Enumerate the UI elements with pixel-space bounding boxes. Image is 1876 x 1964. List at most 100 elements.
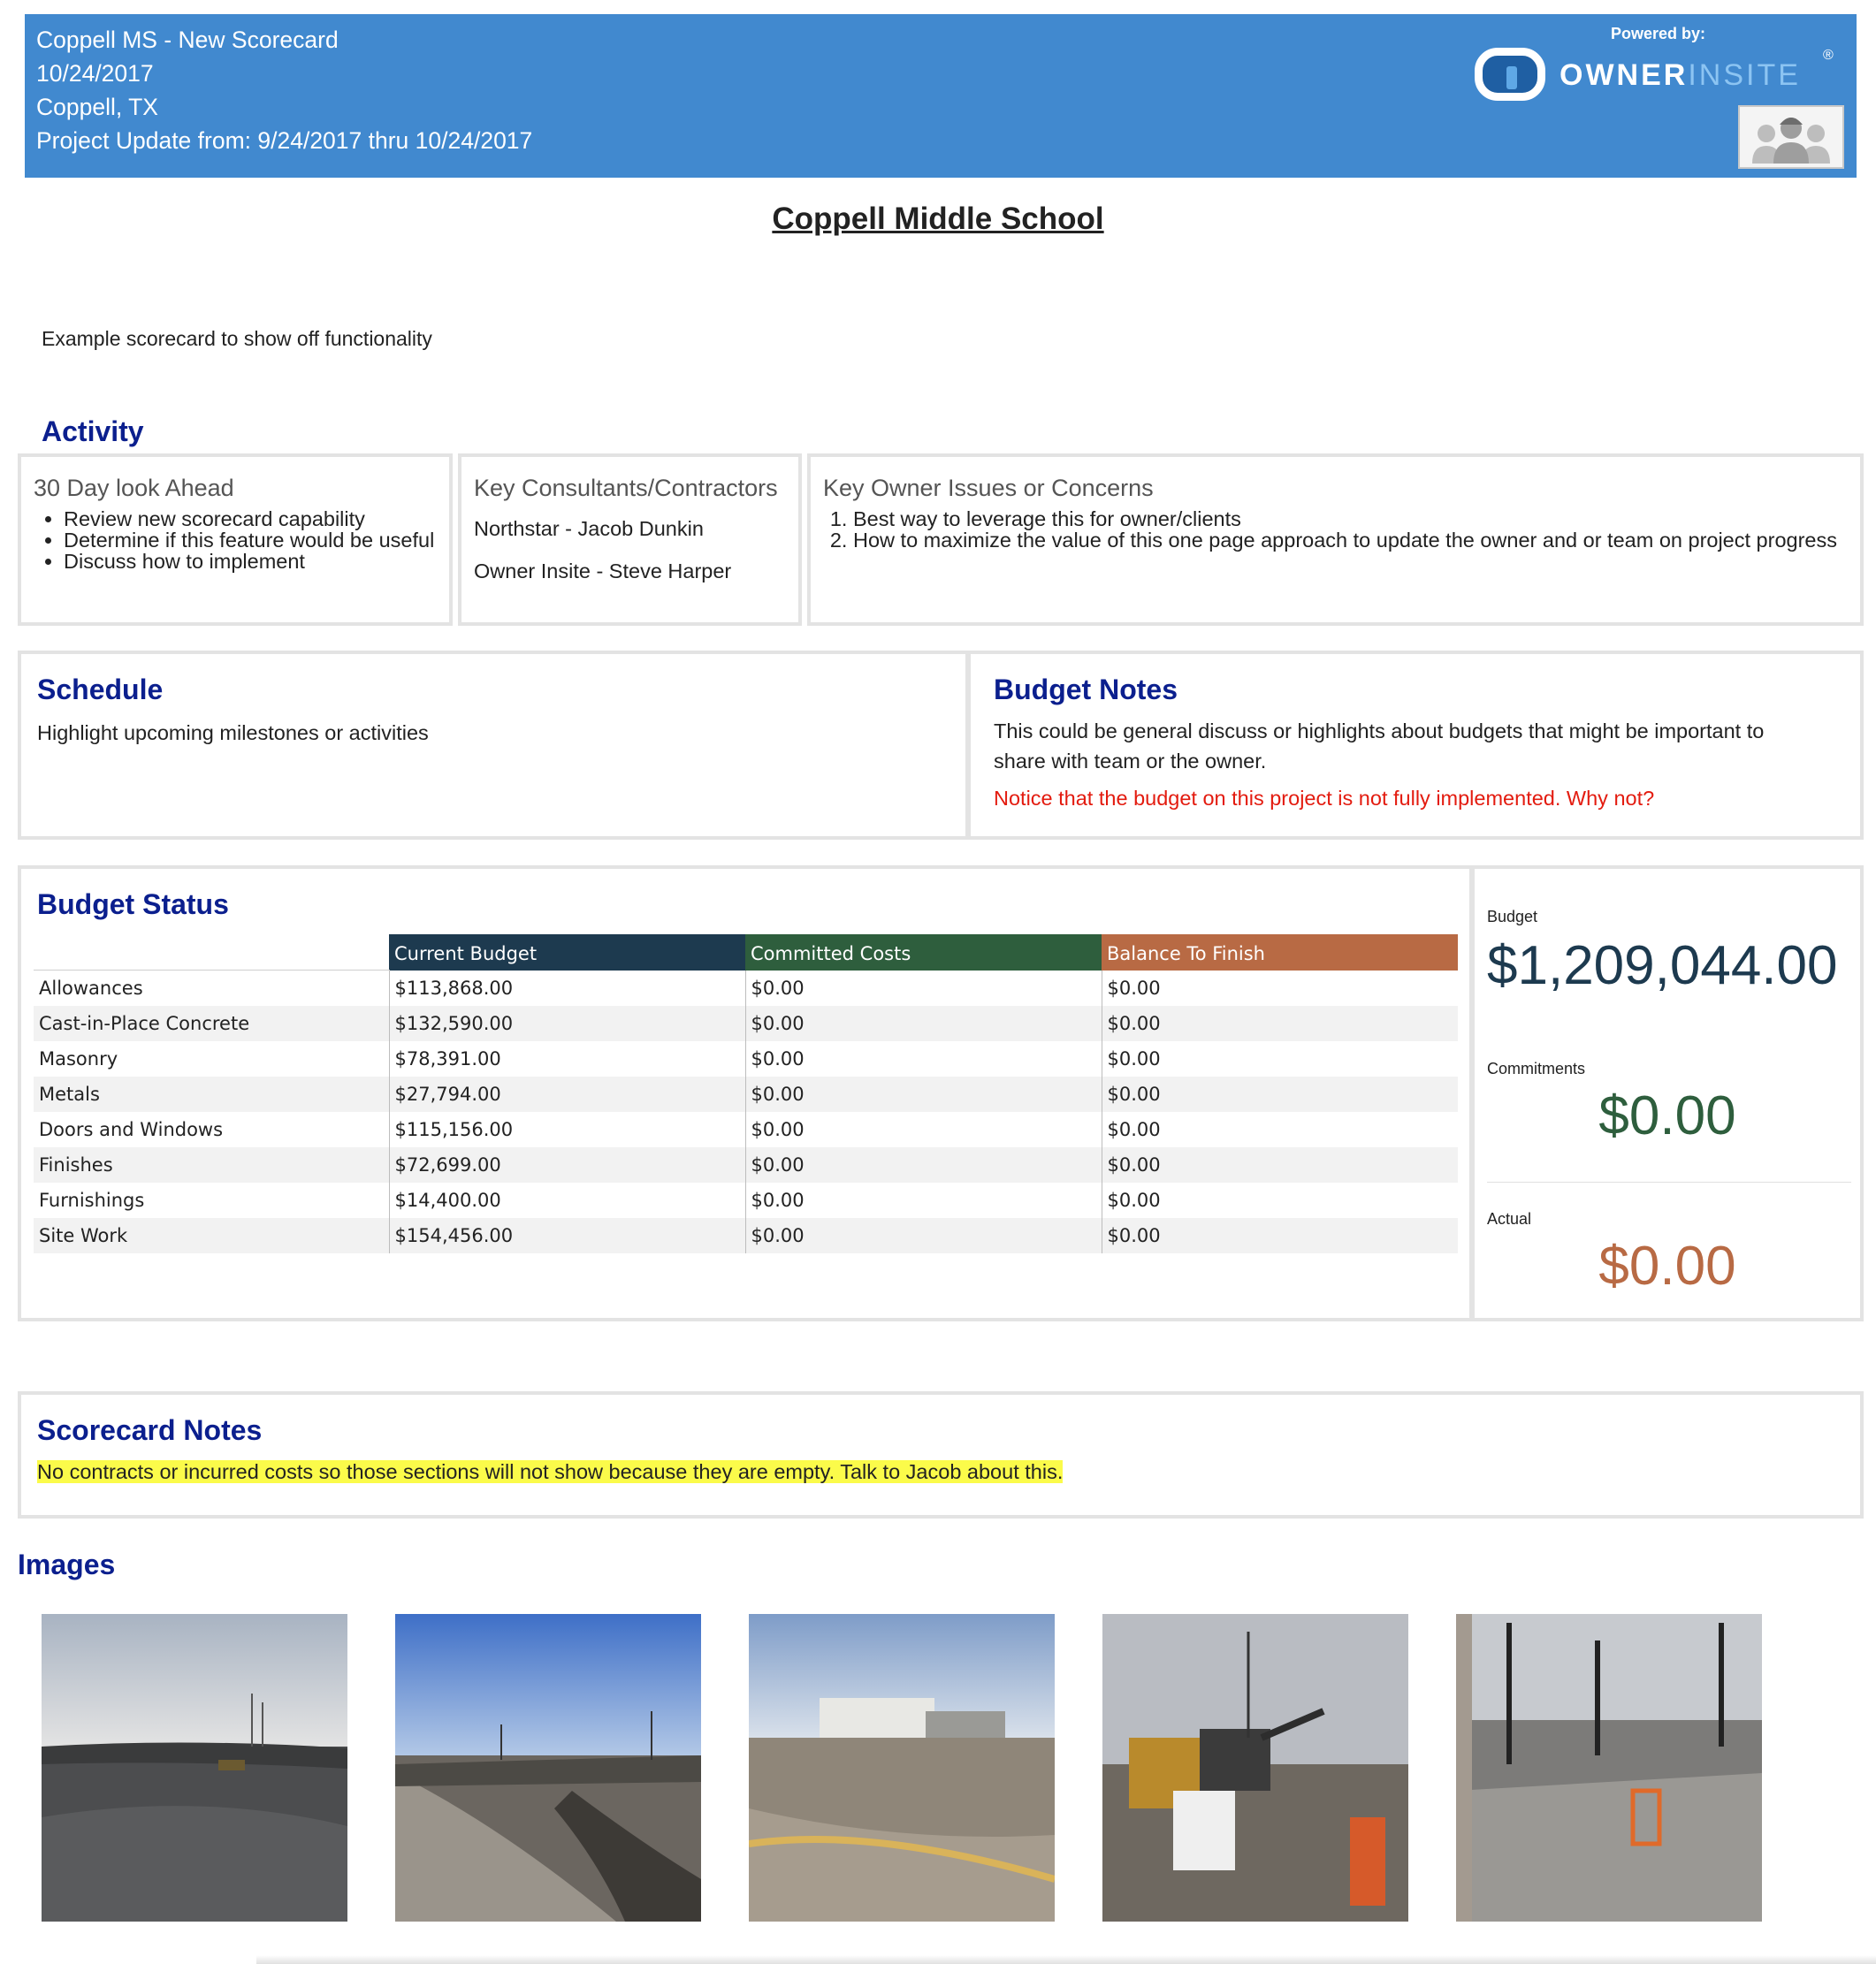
site-photo-3[interactable] bbox=[749, 1614, 1055, 1922]
ownerinsite-logo-icon bbox=[1475, 48, 1545, 101]
budget-notes-text: This could be general discuss or highlig… bbox=[994, 719, 1765, 773]
cell-balance-to-finish: $0.00 bbox=[1101, 1147, 1458, 1183]
cell-current-budget: $14,400.00 bbox=[388, 1183, 745, 1218]
budget-total-value: $1,209,044.00 bbox=[1487, 935, 1838, 996]
cell-category: Doors and Windows bbox=[39, 1119, 224, 1140]
cell-committed-costs: $0.00 bbox=[744, 1041, 1102, 1077]
cell-committed-costs: $0.00 bbox=[744, 1006, 1102, 1041]
cell-category: Metals bbox=[34, 1077, 389, 1112]
site-photo-2[interactable] bbox=[395, 1614, 701, 1922]
table-row: Metals $27,794.00 $0.00 $0.00 bbox=[34, 1077, 1458, 1112]
list-item: Discuss how to implement bbox=[64, 551, 435, 572]
budget-notes-title: Budget Notes bbox=[994, 674, 1178, 705]
owner-issues-panel: Key Owner Issues or Concerns Best way to… bbox=[807, 453, 1864, 626]
budget-notes-panel: Budget Notes This could be general discu… bbox=[967, 651, 1864, 840]
scorecard-notes-text: No contracts or incurred costs so those … bbox=[37, 1460, 1064, 1483]
schedule-text: Highlight upcoming milestones or activit… bbox=[37, 721, 429, 744]
site-photo-4[interactable] bbox=[1102, 1614, 1408, 1922]
owner-issues-heading: Key Owner Issues or Concerns bbox=[823, 475, 1154, 501]
consultants-heading: Key Consultants/Contractors bbox=[474, 475, 778, 501]
budget-notice: Notice that the budget on this project i… bbox=[994, 787, 1655, 810]
project-title: Coppell Middle School bbox=[772, 202, 1104, 236]
budget-status-panel: Budget Status Current Budget Committed C… bbox=[18, 865, 1473, 1321]
cell-current-budget: $132,590.00 bbox=[388, 1006, 745, 1041]
commitments-label: Commitments bbox=[1487, 1060, 1586, 1077]
table-row: Cast-in-Place Concrete $132,590.00 $0.00 $0… bbox=[34, 1006, 1458, 1041]
cell-category: Site Work bbox=[34, 1218, 389, 1253]
column-header-committed-costs: Committed Costs bbox=[745, 934, 1102, 971]
cell-committed-costs: $0.00 bbox=[744, 1218, 1102, 1253]
registered-mark: ® bbox=[1823, 48, 1834, 63]
cell-balance-to-finish: $0.00 bbox=[1101, 1183, 1458, 1218]
look-ahead-list: Review new scorecard capability Determin… bbox=[34, 508, 435, 572]
list-item: Northstar - Jacob Dunkin bbox=[474, 517, 704, 540]
owner-issues-list: Best way to leverage this for owner/clie… bbox=[823, 508, 1843, 551]
report-header: Coppell MS - New Scorecard 10/24/2017 Co… bbox=[25, 14, 1857, 178]
page-bottom-shadow bbox=[256, 1955, 1876, 1964]
cell-committed-costs: $0.00 bbox=[744, 1112, 1102, 1147]
cell-balance-to-finish: $0.00 bbox=[1101, 970, 1458, 1006]
list-item: Owner Insite - Steve Harper bbox=[474, 560, 732, 582]
look-ahead-panel: 30 Day look Ahead Review new scorecard c… bbox=[18, 453, 453, 626]
scorecard-notes-title: Scorecard Notes bbox=[37, 1414, 263, 1446]
schedule-title: Schedule bbox=[37, 674, 164, 705]
header-scorecard-name: Coppell MS - New Scorecard bbox=[36, 27, 339, 53]
cell-committed-costs: $0.00 bbox=[744, 1147, 1102, 1183]
cell-current-budget: $154,456.00 bbox=[388, 1218, 745, 1253]
cell-category: Furnishings bbox=[39, 1190, 145, 1211]
cell-current-budget: $27,794.00 bbox=[388, 1077, 745, 1112]
ownerinsite-logo: OWNERINSITE bbox=[1560, 58, 1801, 92]
list-item: How to maximize the value of this one pa… bbox=[853, 529, 1843, 551]
cell-category: Finishes bbox=[34, 1147, 389, 1183]
cell-category: Masonry bbox=[39, 1048, 118, 1070]
list-item: Review new scorecard capability bbox=[64, 508, 435, 529]
cell-committed-costs: $0.00 bbox=[744, 970, 1102, 1006]
cell-category: Cast-in-Place Concrete bbox=[34, 1006, 389, 1041]
site-photo-5[interactable] bbox=[1456, 1614, 1762, 1922]
cell-balance-to-finish: $0.00 bbox=[1101, 1077, 1458, 1112]
cell-current-budget: $115,156.00 bbox=[388, 1112, 745, 1147]
cell-balance-to-finish: $0.00 bbox=[1101, 1006, 1458, 1041]
budget-table-body: Allowances $113,868.00 $0.00 $0.00 Cast-in-P… bbox=[34, 970, 1458, 1253]
cell-balance-to-finish: $0.00 bbox=[1101, 1218, 1458, 1253]
team-avatar-icon bbox=[1738, 105, 1844, 169]
cell-current-budget: $72,699.00 bbox=[388, 1147, 745, 1183]
summary-divider bbox=[1487, 1182, 1851, 1183]
list-item: Determine if this feature would be usefu… bbox=[64, 529, 435, 551]
table-row: Doors and Windows $115,156.00 $0.00 $0.00 bbox=[34, 1112, 1458, 1147]
scorecard-notes-panel: Scorecard Notes No contracts or incurred… bbox=[18, 1391, 1864, 1519]
table-row: Finishes $72,699.00 $0.00 $0.00 bbox=[34, 1147, 1458, 1183]
actual-label: Actual bbox=[1487, 1210, 1532, 1228]
budget-status-title: Budget Status bbox=[37, 888, 229, 920]
header-update-range: Project Update from: 9/24/2017 thru 10/2… bbox=[36, 127, 533, 154]
column-header-current-budget: Current Budget bbox=[389, 934, 745, 971]
actual-value: $0.00 bbox=[1598, 1236, 1736, 1297]
cell-balance-to-finish: $0.00 bbox=[1101, 1112, 1458, 1147]
look-ahead-heading: 30 Day look Ahead bbox=[34, 475, 234, 501]
powered-by-label: Powered by: bbox=[1611, 25, 1706, 42]
table-row: Allowances $113,868.00 $0.00 $0.00 bbox=[34, 970, 1458, 1006]
project-description: Example scorecard to show off functional… bbox=[42, 327, 432, 350]
cell-balance-to-finish: $0.00 bbox=[1101, 1041, 1458, 1077]
table-row: Masonry $78,391.00 $0.00 $0.00 bbox=[34, 1041, 1458, 1077]
cell-committed-costs: $0.00 bbox=[744, 1183, 1102, 1218]
column-header-balance-to-finish: Balance To Finish bbox=[1102, 934, 1458, 971]
table-header-blank bbox=[34, 934, 389, 971]
list-item: Best way to leverage this for owner/clie… bbox=[853, 508, 1843, 529]
cell-current-budget: $113,868.00 bbox=[388, 970, 745, 1006]
site-photo-1[interactable] bbox=[42, 1614, 347, 1922]
images-title: Images bbox=[18, 1549, 116, 1580]
schedule-panel: Schedule Highlight upcoming milestones o… bbox=[18, 651, 969, 840]
header-date: 10/24/2017 bbox=[36, 60, 154, 87]
budget-total-label: Budget bbox=[1487, 908, 1538, 925]
table-row: Site Work $154,456.00 $0.00 $0.00 bbox=[34, 1218, 1458, 1253]
budget-table: Current Budget Committed Costs Balance T… bbox=[34, 934, 1458, 1253]
budget-summary-panel: Budget $1,209,044.00 Commitments $0.00 A… bbox=[1471, 865, 1864, 1321]
cell-category: Allowances bbox=[39, 978, 143, 999]
table-row: Furnishings $14,400.00 $0.00 $0.00 bbox=[34, 1183, 1458, 1218]
cell-current-budget: $78,391.00 bbox=[388, 1041, 745, 1077]
cell-committed-costs: $0.00 bbox=[744, 1077, 1102, 1112]
consultants-panel: Key Consultants/Contractors Northstar - … bbox=[458, 453, 802, 626]
commitments-value: $0.00 bbox=[1598, 1085, 1736, 1146]
header-location: Coppell, TX bbox=[36, 94, 158, 120]
